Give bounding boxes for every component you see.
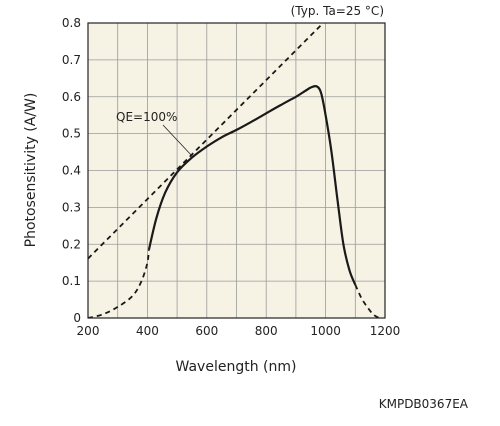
qe-label: QE=100% xyxy=(116,110,177,124)
grid-lines xyxy=(88,23,385,318)
x-tick-label: 400 xyxy=(136,324,159,338)
condition-note: (Typ. Ta=25 °C) xyxy=(291,4,384,18)
y-tick-label: 0.4 xyxy=(62,164,81,178)
qe-100-percent-line xyxy=(88,23,325,260)
series-layer xyxy=(88,23,380,318)
y-tick-labels: 0 0.1 0.2 0.3 0.4 0.5 0.6 0.7 0.8 xyxy=(62,16,81,325)
y-tick-label: 0.7 xyxy=(62,53,81,67)
x-tick-label: 1200 xyxy=(370,324,401,338)
y-tick-label: 0.5 xyxy=(62,127,81,141)
y-tick-label: 0.2 xyxy=(62,237,81,251)
figure-code: KMPDB0367EA xyxy=(379,397,469,411)
x-tick-label: 800 xyxy=(255,324,278,338)
y-axis-title: Photosensitivity (A/W) xyxy=(23,93,39,248)
qe-leader-line xyxy=(162,124,194,158)
x-tick-label: 1000 xyxy=(310,324,341,338)
y-tick-label: 0.6 xyxy=(62,90,81,104)
y-tick-label: 0.8 xyxy=(62,16,81,30)
photosensitivity-curve-long-extrapolation xyxy=(354,284,380,318)
plot-frame xyxy=(87,22,386,319)
photosensitivity-curve xyxy=(147,84,357,286)
y-tick-label: 0 xyxy=(73,311,81,325)
y-tick-label: 0.3 xyxy=(62,200,81,214)
x-axis-title: Wavelength (nm) xyxy=(176,359,297,375)
x-tick-label: 200 xyxy=(77,324,100,338)
y-tick-label: 0.1 xyxy=(62,274,81,288)
qe-annotation: QE=100% xyxy=(116,110,194,158)
x-tick-label: 600 xyxy=(195,324,218,338)
x-tick-labels: 200 400 600 800 1000 1200 xyxy=(77,324,401,338)
